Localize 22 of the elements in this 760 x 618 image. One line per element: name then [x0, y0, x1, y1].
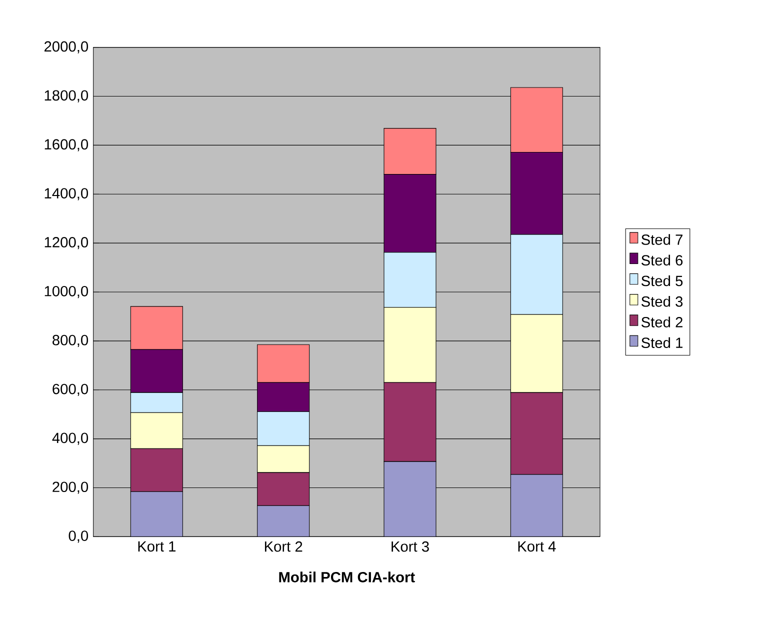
legend-label: Sted 6	[641, 254, 683, 266]
y-tick-label: 1400,0	[44, 188, 88, 200]
y-tick-label: 800,0	[52, 334, 88, 347]
y-tick-label: 0,0	[68, 530, 88, 543]
y-tick-label: 1000,0	[44, 286, 88, 298]
x-axis-title: Mobil PCM CIA-kort	[279, 572, 415, 582]
y-tick-label: 400,0	[52, 432, 88, 445]
x-tick-label: Kort 4	[518, 541, 556, 552]
x-tick-label: Kort 1	[138, 541, 176, 552]
legend-label: Sted 3	[641, 296, 683, 307]
legend-label: Sted 2	[641, 316, 682, 328]
y-tick-label: 1200,0	[44, 237, 88, 250]
legend-label: Sted 5	[641, 275, 683, 286]
x-tick-label: Kort 2	[264, 541, 302, 552]
legend-label: Sted 1	[641, 337, 682, 348]
y-tick-label: 1600,0	[44, 139, 88, 152]
y-tick-label: 200,0	[52, 482, 88, 494]
y-tick-label: 1800,0	[44, 90, 88, 102]
y-tick-label: 600,0	[52, 384, 88, 396]
y-tick-label: 2000,0	[44, 41, 88, 54]
legend-label: Sted 7	[641, 234, 682, 245]
x-tick-label: Kort 3	[392, 541, 429, 552]
